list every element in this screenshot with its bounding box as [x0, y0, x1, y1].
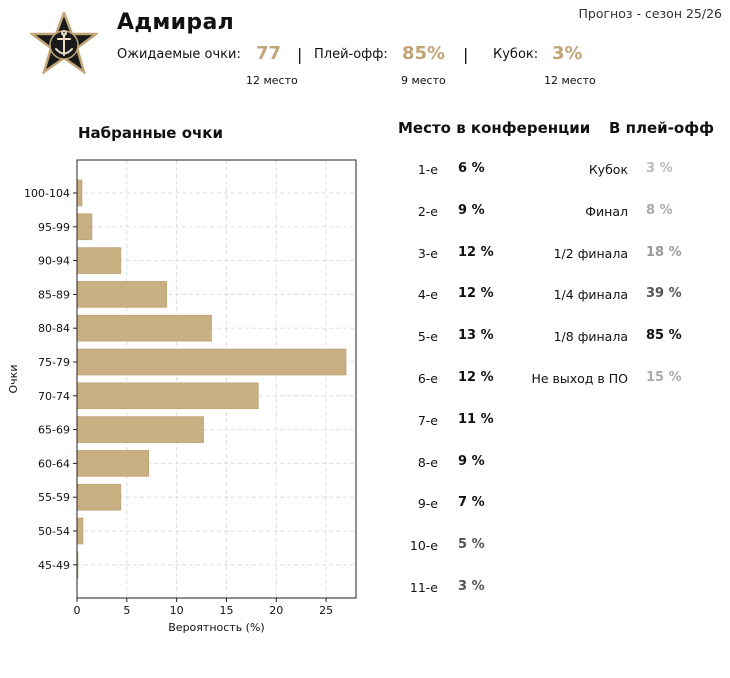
playoff-stage-label: 1/4 финала: [553, 287, 628, 303]
playoff-stage-value: 3 %: [646, 161, 673, 176]
conference-place-label: 2-е: [417, 203, 438, 219]
forecast-label: Прогноз - сезон 25/26: [578, 6, 723, 21]
y-tick-label: 100-104: [24, 187, 70, 200]
conference-place-value: 7 %: [458, 495, 485, 511]
y-tick-label: 50-54: [38, 525, 70, 538]
x-tick-label: 15: [219, 604, 233, 617]
y-tick-label: 65-69: [38, 424, 70, 437]
x-tick-label: 10: [170, 604, 184, 617]
playoff-stage-value: 18 %: [646, 244, 682, 260]
conference-place-value: 3 %: [458, 579, 485, 594]
conference-place-value: 11 %: [458, 411, 494, 427]
points-chart: 100-104 95-99 90-94 85-89 80-84 75-79 70-74 65-…: [7, 159, 357, 634]
x-tick-label: 20: [269, 604, 283, 617]
conference-place-value: 12 %: [458, 286, 494, 302]
separator: |: [463, 45, 469, 64]
playoff-stage-value: 39 %: [646, 286, 682, 302]
bar-85-89: [76, 281, 167, 308]
cup-label: Кубок:: [493, 47, 539, 62]
conference-place-label: 1-е: [417, 162, 438, 177]
expected-points-label: Ожидаемые очки:: [117, 47, 241, 62]
conference-place-label: 5-е: [417, 329, 438, 345]
playoff-stage-label: 1/2 финала: [553, 245, 628, 261]
y-tick-label: 90-94: [38, 255, 70, 268]
playoff-stage-value: 85 %: [646, 328, 682, 344]
conference-place-label: 4-е: [417, 287, 438, 303]
bar-50-54: [76, 517, 84, 545]
conference-place-value: 9 %: [458, 453, 485, 469]
conference-place-value: 12 %: [458, 370, 494, 385]
x-tick-label: 0: [74, 604, 81, 617]
playoff-stage-label: Не выход в ПО: [531, 371, 628, 386]
bar-80-84: [76, 314, 212, 342]
bar-55-59: [76, 483, 122, 511]
playoff-stage-value: 15 %: [646, 370, 682, 385]
bar-90-94: [76, 247, 122, 274]
cup-rank: 12 место: [544, 74, 596, 87]
y-tick-label: 70-74: [38, 390, 70, 403]
cup-value: 3%: [552, 43, 583, 64]
y-tick-label: 80-84: [38, 322, 70, 335]
y-tick-label: 55-59: [38, 491, 70, 504]
expected-points-rank: 12 место: [246, 74, 298, 87]
bar-95-99: [76, 213, 93, 241]
playoff-label: Плей-офф:: [314, 47, 388, 62]
y-tick-label: 85-89: [38, 288, 70, 301]
playoff-title: В плей-офф: [609, 119, 714, 137]
playoff-stage-value: 8 %: [646, 202, 673, 218]
playoff-stage-label: 1/8 финала: [553, 329, 628, 345]
team-name: Адмирал: [117, 10, 234, 35]
y-tick-label: 75-79: [38, 356, 70, 369]
chart-title: Набранные очки: [78, 124, 223, 142]
conference-place-label: 7-е: [417, 412, 438, 428]
conference-place-label: 9-е: [417, 496, 438, 512]
playoff-rank: 9 место: [401, 74, 446, 87]
conference-place-label: 3-е: [417, 245, 438, 261]
separator: |: [297, 45, 303, 64]
playoff-value: 85%: [402, 43, 446, 64]
playoff-stage-label: Кубок: [588, 162, 628, 177]
bar-75-79: [76, 348, 347, 376]
x-tick-label: 25: [319, 604, 333, 617]
x-axis-label: Вероятность (%): [168, 621, 264, 634]
expected-points-value: 77: [256, 43, 282, 64]
conference-place-label: 10-е: [409, 538, 438, 554]
conference-place-value: 5 %: [458, 537, 485, 553]
conference-title: Место в конференции: [398, 119, 591, 137]
plot-frame: [76, 159, 357, 599]
bar-70-74: [76, 382, 259, 410]
team-logo: [30, 12, 98, 74]
bar-100-104: [76, 179, 83, 207]
bar-65-69: [76, 416, 204, 443]
y-tick-label: 95-99: [38, 221, 70, 234]
conference-place-label: 11-е: [409, 580, 438, 595]
x-tick-label: 5: [123, 604, 130, 617]
y-tick-label: 60-64: [38, 457, 70, 470]
conference-place-value: 13 %: [458, 328, 494, 344]
conference-place-value: 9 %: [458, 202, 485, 218]
y-tick-label: 45-49: [38, 559, 70, 572]
conference-place-label: 8-е: [417, 454, 438, 470]
conference-place-value: 12 %: [458, 244, 494, 260]
conference-place-value: 6 %: [458, 161, 485, 176]
y-axis-label: Очки: [7, 365, 20, 394]
bar-60-64: [76, 450, 150, 477]
playoff-stage-label: Финал: [585, 203, 628, 219]
conference-place-label: 6-е: [417, 371, 438, 386]
